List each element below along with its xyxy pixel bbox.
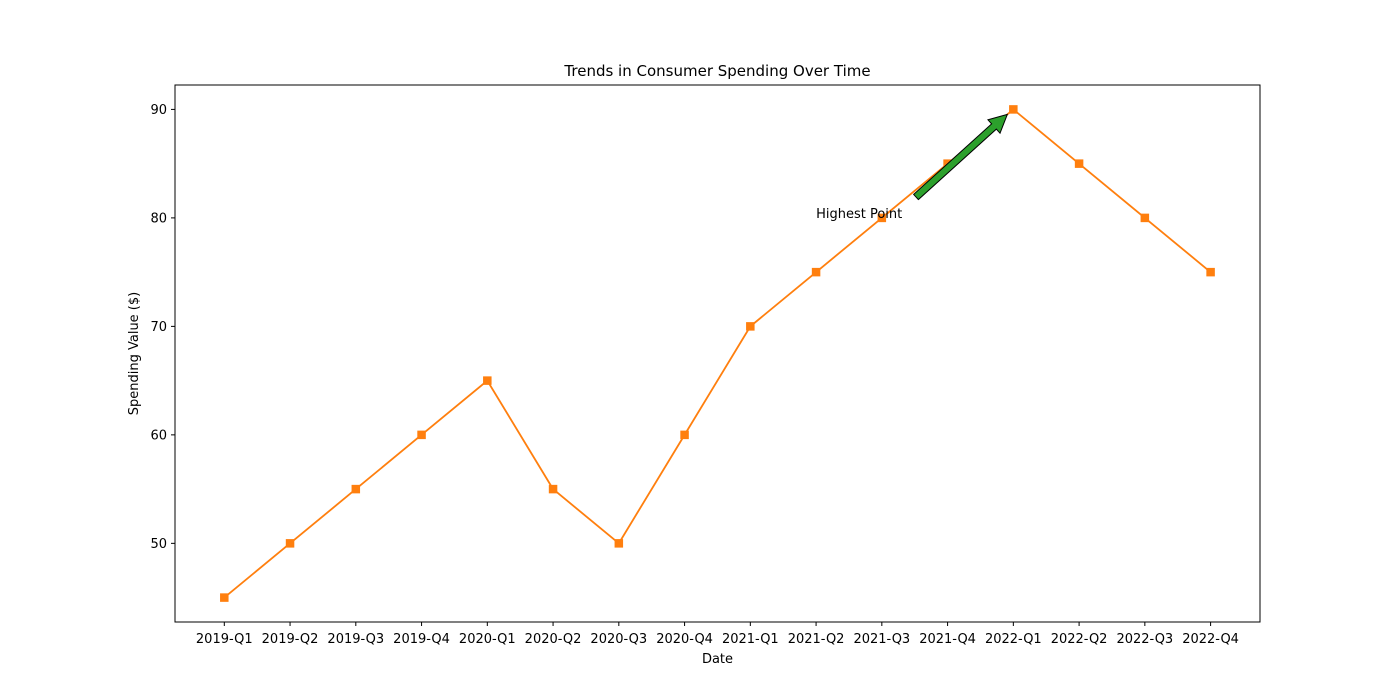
x-axis-label: Date (702, 652, 733, 667)
x-tick-label: 2020-Q4 (656, 632, 713, 647)
y-tick-label: 80 (150, 211, 167, 226)
x-tick-label: 2020-Q3 (590, 632, 647, 647)
x-tick-label: 2021-Q3 (853, 632, 910, 647)
y-axis-label: Spending Value ($) (127, 292, 142, 415)
data-point-marker (1140, 213, 1150, 223)
x-tick-label: 2019-Q4 (393, 632, 450, 647)
x-tick-label: 2019-Q2 (262, 632, 319, 647)
y-tick-label: 50 (150, 537, 167, 552)
x-tick-label: 2022-Q3 (1116, 632, 1173, 647)
plot-frame (174, 84, 1261, 623)
x-tick-label: 2020-Q1 (459, 632, 516, 647)
data-point-marker (877, 213, 887, 223)
y-tick-label: 60 (150, 428, 167, 443)
data-point-marker (811, 267, 821, 277)
data-point-marker (680, 430, 689, 440)
x-tick-label: 2022-Q2 (1051, 632, 1108, 647)
x-tick-label: 2019-Q1 (196, 632, 253, 647)
y-tick-label: 70 (150, 320, 167, 335)
chart-title: Trends in Consumer Spending Over Time (563, 62, 870, 80)
data-point-marker (1009, 105, 1018, 114)
data-point-marker (220, 593, 229, 602)
x-tick-label: 2021-Q2 (788, 632, 845, 647)
x-tick-label: 2021-Q1 (722, 632, 779, 647)
data-point-marker (1074, 159, 1084, 168)
y-tick-label: 90 (150, 103, 167, 118)
x-tick-label: 2019-Q3 (327, 632, 384, 647)
x-tick-label: 2022-Q4 (1182, 632, 1239, 647)
x-tick-label: 2020-Q2 (525, 632, 582, 647)
data-point-marker (548, 484, 558, 494)
data-point-marker (1206, 267, 1215, 277)
data-point-marker (351, 484, 361, 494)
data-point-marker (746, 322, 755, 331)
x-tick-label: 2021-Q4 (919, 632, 976, 647)
x-tick-label: 2022-Q1 (985, 632, 1042, 647)
data-point-marker (417, 430, 426, 440)
annotation-label: Highest Point (816, 207, 902, 222)
data-point-marker (614, 539, 624, 548)
data-point-marker (483, 376, 492, 385)
annotation-arrow (912, 113, 1009, 201)
series-line (223, 108, 1212, 599)
plot-area: 50 60 70 80 90 2019-Q1 2019-Q2 2019-Q3 2019-Q4 20… (150, 103, 1239, 647)
data-point-marker (285, 539, 295, 548)
